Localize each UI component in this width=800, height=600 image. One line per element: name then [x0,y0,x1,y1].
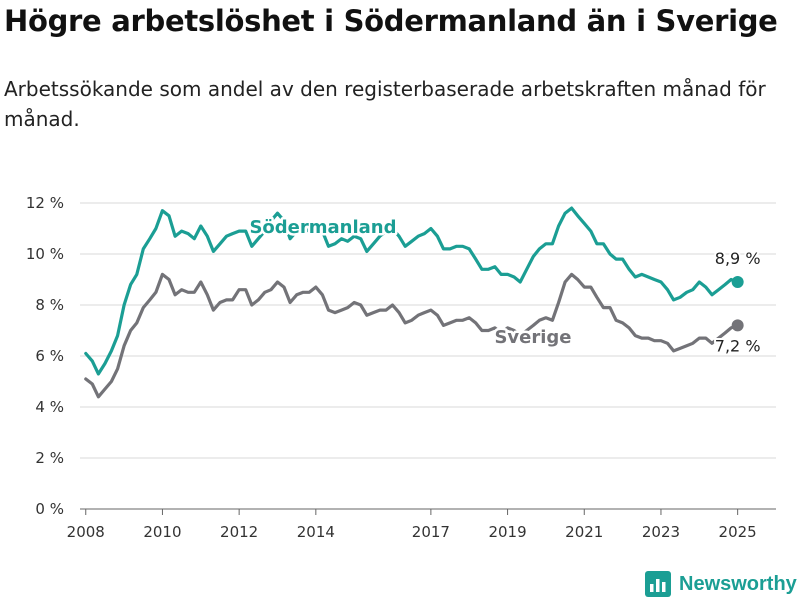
y-tick-label: 4 % [35,398,64,416]
y-tick-label: 12 % [26,194,64,212]
chart-subtitle: Arbetssökande som andel av den registerb… [4,77,766,131]
x-tick-label: 2021 [565,523,603,541]
series-end-point [731,319,744,332]
series-line-södermanland [84,206,740,376]
brand-logo: Newsworthy [645,569,797,599]
chart-title: Högre arbetslöshet i Södermanland än i S… [4,4,778,38]
series-end-point [731,276,744,289]
x-tick-label: 2012 [220,523,258,541]
brand-name: Newsworthy [679,572,797,595]
series-end-label: 7,2 % [715,336,761,355]
y-tick-label: 8 % [35,296,64,314]
series-name-label: Södermanland [249,217,396,238]
bar-chart-icon [645,571,671,597]
x-tick-label: 2014 [297,523,335,541]
x-tick-label: 2025 [719,523,757,541]
x-tick-label: 2017 [412,523,450,541]
series-line-sverige [84,272,740,399]
x-axis: 2008 2010 2012 2014 2017 2019 2021 2023 2025 [67,509,757,541]
x-tick-label: 2008 [67,523,105,541]
y-tick-label: 2 % [35,449,64,467]
series-labels: Södermanland Sverige 8,9 % 7,2 % [247,215,763,358]
x-tick-label: 2010 [143,523,181,541]
series-lines [84,206,744,399]
y-tick-label: 6 % [35,347,64,365]
y-tick-label: 0 % [35,500,64,518]
grid-lines [80,202,776,510]
y-tick-label: 10 % [26,245,64,263]
series-name-label: Sverige [494,327,571,348]
y-axis: 0 % 2 % 4 % 6 % 8 % 10 % 12 % [26,194,64,518]
x-tick-label: 2019 [488,523,526,541]
x-tick-label: 2023 [642,523,680,541]
series-end-label: 8,9 % [715,249,761,268]
